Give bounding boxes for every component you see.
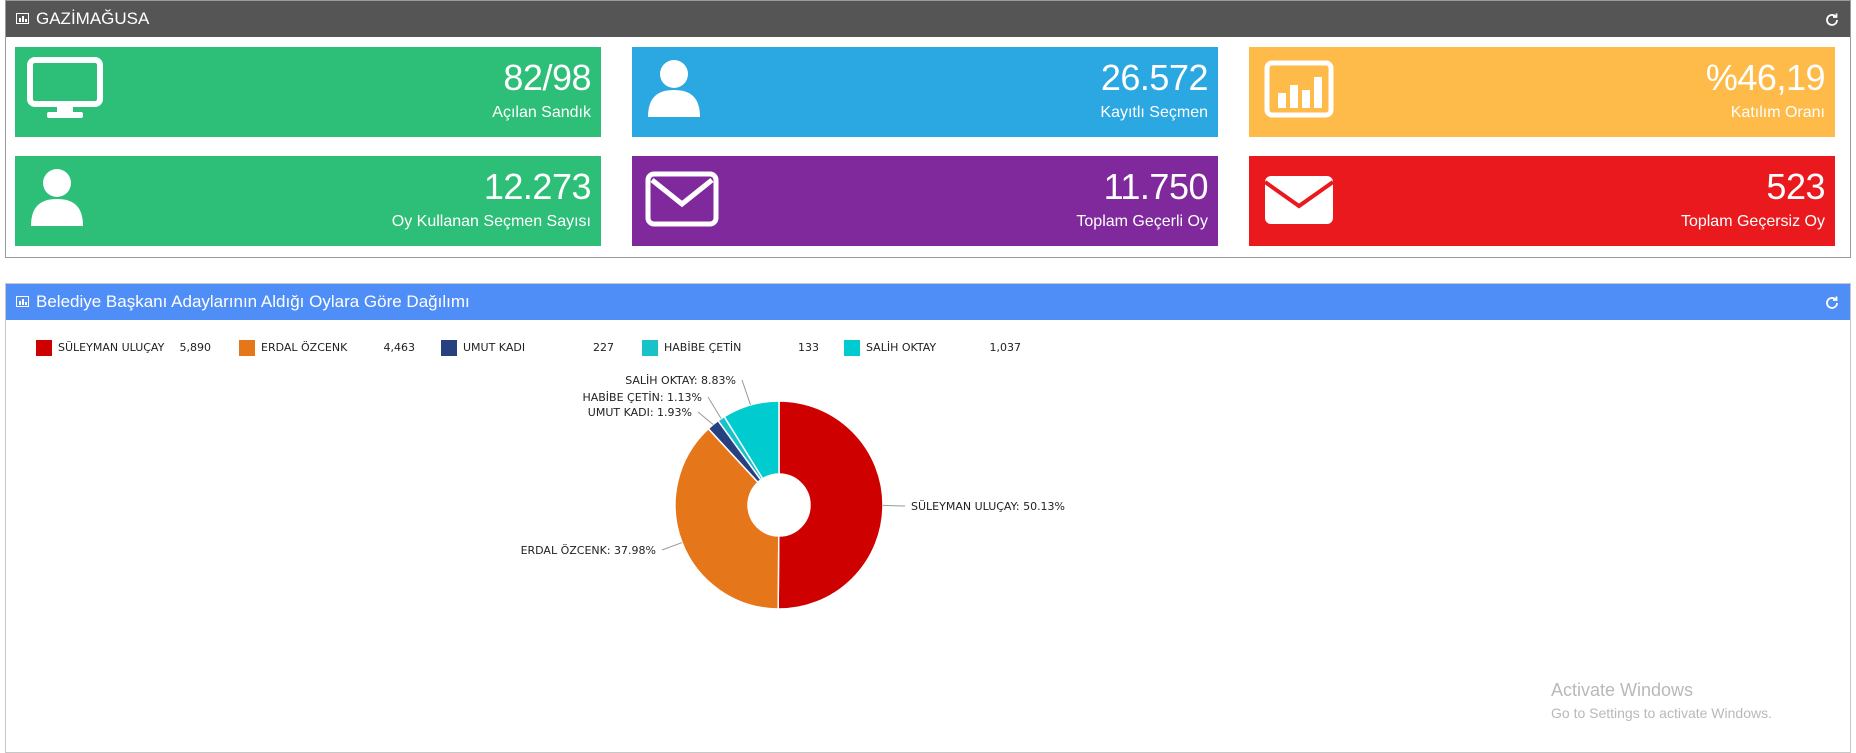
tile-total-invalid-votes: 523 Toplam Geçersiz Oy [1249,156,1835,246]
tile-label: Toplam Geçersiz Oy [1680,213,1825,230]
legend-swatch [36,340,52,356]
tile-label: Katılım Oranı [1730,104,1825,121]
legend-value: 1,037 [989,341,1022,354]
tile-opened-ballot-boxes: 82/98 Açılan Sandık [15,47,601,137]
legend-value: 227 [593,341,614,354]
refresh-icon[interactable] [1824,295,1840,311]
slice-label: SALİH OKTAY: 8.83% [625,374,736,387]
leader-line [741,379,752,406]
leader-line [707,396,722,419]
tile-value: 11.750 [1103,166,1209,207]
tile-turnout-rate: %46,19 Katılım Oranı [1249,47,1835,137]
tile-voters-cast: 12.273 Oy Kullanan Seçmen Sayısı [15,156,601,246]
legend-swatch [642,340,658,356]
legend-swatch [441,340,457,356]
legend-swatch [239,340,255,356]
user-icon [31,169,83,226]
windows-activation-watermark-text: Go to Settings to activate Windows. [1551,705,1772,721]
chart-icon [16,296,29,307]
legend-label: HABİBE ÇETİN [664,341,742,354]
legend-value: 133 [798,341,819,354]
refresh-icon[interactable] [1824,12,1840,28]
summary-panel-title: GAZİMAĞUSA [36,9,150,28]
tile-label: Açılan Sandık [492,104,591,121]
tile-label: Oy Kullanan Seçmen Sayısı [391,213,591,230]
chart-panel-header: Belediye Başkanı Adaylarının Aldığı Oyla… [6,284,1850,320]
legend-item[interactable]: UMUT KADI 227 [441,339,614,357]
tile-value: 523 [1766,166,1825,207]
donut-slice[interactable] [777,400,884,610]
legend-label: UMUT KADI [463,341,526,354]
tile-total-valid-votes: 11.750 Toplam Geçerli Oy [632,156,1218,246]
tile-value: 26.572 [1100,57,1209,98]
legend-label: SÜLEYMAN ULUÇAY [58,341,165,354]
legend-item[interactable]: ERDAL ÖZCENK 4,463 [239,339,415,357]
donut-slice[interactable] [723,400,780,480]
chart-panel-title: Belediye Başkanı Adaylarının Aldığı Oyla… [36,292,470,311]
legend-item[interactable]: SALİH OKTAY 1,037 [844,339,1021,357]
bar-chart-icon [1264,60,1334,118]
legend-label: ERDAL ÖZCENK [261,341,348,354]
envelope-filled-icon [1263,176,1335,224]
leader-line [661,542,683,551]
envelope-outline-icon [645,171,719,227]
tile-label: Toplam Geçerli Oy [1076,213,1208,230]
tile-value: %46,19 [1705,57,1826,98]
slice-label: ERDAL ÖZCENK: 37.98% [521,544,656,557]
windows-activation-watermark-title: Activate Windows [1551,680,1694,700]
legend-value: 4,463 [383,341,416,354]
legend-label: SALİH OKTAY [866,341,937,354]
donut-slice[interactable] [674,427,780,610]
tile-label: Kayıtlı Seçmen [1100,104,1208,121]
slice-label: SÜLEYMAN ULUÇAY: 50.13% [911,500,1065,513]
summary-panel: GAZİMAĞUSA 82/98 Açılan Sandık 26.572 Ka… [5,0,1851,258]
legend-swatch [844,340,860,356]
slice-label: HABİBE ÇETİN: 1.13% [582,391,702,404]
leader-line [882,504,906,507]
legend-value: 5,890 [179,341,212,354]
legend-item[interactable]: HABİBE ÇETİN 133 [642,339,819,357]
legend-item[interactable]: SÜLEYMAN ULUÇAY 5,890 [36,339,211,357]
tile-value: 12.273 [483,166,592,207]
monitor-icon [27,57,103,118]
slice-label: UMUT KADI: 1.93% [588,406,692,419]
tile-value: 82/98 [503,57,591,98]
donut-chart: SÜLEYMAN ULUÇAY: 50.13% ERDAL ÖZCENK: 37.… [521,374,1065,610]
tile-registered-voters: 26.572 Kayıtlı Seçmen [632,47,1218,137]
user-icon [648,60,700,117]
chart-icon [16,13,29,24]
summary-panel-header: GAZİMAĞUSA [6,1,1850,37]
leader-line [697,411,714,425]
